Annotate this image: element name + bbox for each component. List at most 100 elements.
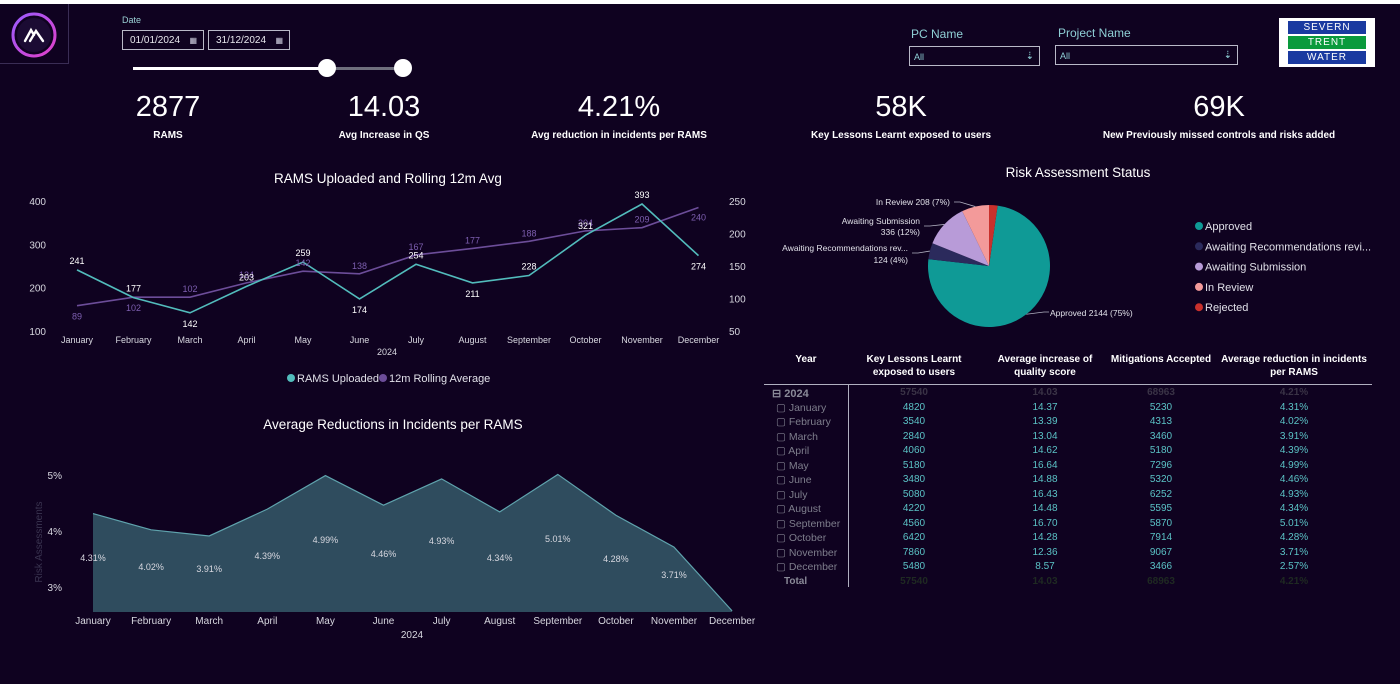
rolling-data-label: 177 [465, 235, 480, 245]
rolling-data-label: 102 [126, 303, 141, 313]
month-label: ▢ May [776, 459, 809, 472]
table-cell: 7860 [902, 546, 926, 558]
table-cell: 13.39 [1032, 416, 1058, 427]
date-slider-start-handle[interactable] [318, 59, 337, 77]
rolling-data-label: 142 [295, 258, 310, 268]
chevron-down-icon[interactable]: ⇣ [1025, 51, 1034, 62]
area-data-label: 4.34% [487, 553, 513, 563]
table-cell: 13.04 [1032, 430, 1058, 442]
table-cell: 4560 [902, 517, 926, 529]
y-axis-label: Risk Assessments [34, 501, 45, 582]
legend-label-rolling: 12m Rolling Average [389, 373, 490, 385]
rolling-data-label: 204 [578, 218, 593, 228]
kpi-qs-label: Avg Increase in QS [338, 130, 430, 141]
pie-chart-title: Risk Assessment Status [1005, 165, 1151, 180]
table-total-row: Total 57540 14.03 68963 4.21% [764, 576, 1374, 591]
table-row: ▢ July 5080 16.43 6252 4.93% [764, 489, 1374, 504]
brand-line-1: SEVERN [1288, 21, 1366, 34]
table-row: ▢ March 2840 13.04 3460 3.91% [764, 431, 1374, 446]
x-axis-tick: April [257, 616, 277, 627]
y-axis-left-tick: 200 [29, 284, 46, 295]
rolling-data-label: 102 [182, 284, 197, 294]
rolling-data-label: 167 [408, 242, 423, 252]
kpi-qs-value: 14.03 [347, 91, 421, 123]
pie-label-awaiting-rec-value: 124 (4%) [874, 255, 909, 265]
calendar-icon[interactable]: ▦ [275, 36, 283, 45]
month-label: ▢ March [776, 430, 819, 443]
legend-marker [1195, 282, 1203, 291]
table-header-quality[interactable]: Average increase of quality score [997, 354, 1093, 378]
x-axis-tick: June [373, 616, 395, 627]
pc-name-dropdown[interactable]: All ⇣ [909, 46, 1040, 66]
table-cell: 68963 [1147, 575, 1175, 587]
x-axis-tick: July [408, 335, 425, 345]
x-axis-tick: August [458, 335, 487, 345]
table-cell: 14.48 [1032, 503, 1058, 514]
y-axis-tick: 4% [48, 527, 63, 538]
leader-line [924, 224, 945, 227]
month-label: ▢ February [776, 416, 831, 428]
area-data-label: 3.91% [196, 564, 222, 574]
uploaded-data-label: 142 [182, 319, 197, 329]
rolling-data-label: 188 [521, 228, 536, 238]
table-cell: 2.57% [1279, 561, 1309, 572]
project-name-dropdown[interactable]: All ⇣ [1055, 45, 1238, 65]
legend-label: Awaiting Submission [1205, 262, 1306, 274]
y-axis-right-tick: 200 [729, 230, 746, 241]
area-data-label: 4.28% [603, 554, 629, 564]
table-cell: 4.21% [1279, 387, 1309, 398]
x-axis-tick: September [507, 335, 551, 345]
month-label: ▢ September [776, 517, 841, 530]
table-row: ▢ September 4560 16.70 5870 5.01% [764, 518, 1374, 533]
table-header-mitigations[interactable]: Mitigations Accepted [1110, 354, 1212, 365]
date-slider-end-handle[interactable] [394, 59, 412, 77]
legend-label: Awaiting Recommendations revi... [1205, 241, 1371, 253]
x-axis-tick: October [569, 335, 601, 345]
date-start-input[interactable]: 01/01/2024 ▦ [122, 30, 204, 50]
uploaded-data-label: 174 [352, 305, 367, 315]
table-cell: 14.03 [1032, 575, 1058, 587]
pc-name-label: PC Name [911, 27, 964, 41]
area-line [92, 473, 733, 612]
rams-uploaded-line [76, 203, 700, 314]
date-end-input[interactable]: 31/12/2024 ▦ [208, 30, 290, 50]
y-axis-left-tick: 300 [29, 240, 46, 251]
pie-slice [962, 205, 989, 266]
area-data-label: 4.02% [138, 562, 164, 572]
legend-label-uploaded: RAMS Uploaded [297, 373, 379, 385]
y-axis-tick: 3% [48, 583, 63, 594]
x-axis-tick: January [75, 616, 111, 627]
date-start-value: 01/01/2024 [130, 35, 181, 46]
table-cell: 4820 [902, 401, 926, 413]
month-label: ▢ June [776, 474, 812, 486]
table-cell: 14.03 [1032, 387, 1058, 398]
table-header-lessons[interactable]: Key Lessons Learnt exposed to users [866, 354, 962, 378]
x-axis-tick: March [177, 335, 202, 345]
table-cell: 6252 [1149, 488, 1173, 500]
area-data-label: 4.93% [429, 536, 455, 546]
uploaded-data-label: 259 [295, 248, 310, 258]
x-axis-tick: August [484, 616, 515, 627]
table-cell: 16.70 [1032, 517, 1058, 529]
pc-name-value: All [914, 52, 925, 62]
date-label: Date [122, 15, 142, 25]
table-header-reduction[interactable]: Average reduction in incidents per RAMS [1221, 354, 1367, 378]
legend-marker [1195, 262, 1203, 271]
table-cell: 3540 [902, 416, 926, 427]
chevron-down-icon[interactable]: ⇣ [1223, 50, 1232, 61]
risk-status-pie-chart: Approved 2144 (75%) Awaiting Recommendati… [782, 197, 1371, 327]
table-cell: 14.28 [1032, 532, 1058, 543]
calendar-icon[interactable]: ▦ [189, 36, 197, 45]
table-cell: 5320 [1149, 474, 1173, 485]
x-axis-label: 2024 [377, 347, 397, 357]
pie-label-awaiting-rec: Awaiting Recommendations rev... [782, 243, 908, 253]
x-axis-tick: July [433, 616, 451, 627]
table-header-year[interactable]: Year [795, 354, 817, 365]
rolling-average-line [76, 206, 699, 307]
table-row: ▢ December 5480 8.57 3466 2.57% [764, 561, 1374, 576]
x-axis-tick: May [316, 616, 335, 627]
table-cell: 9067 [1149, 546, 1173, 558]
uploaded-data-label: 241 [69, 256, 84, 266]
table-cell: 4.39% [1279, 445, 1309, 456]
table-row: ▢ April 4060 14.62 5180 4.39% [764, 445, 1374, 460]
